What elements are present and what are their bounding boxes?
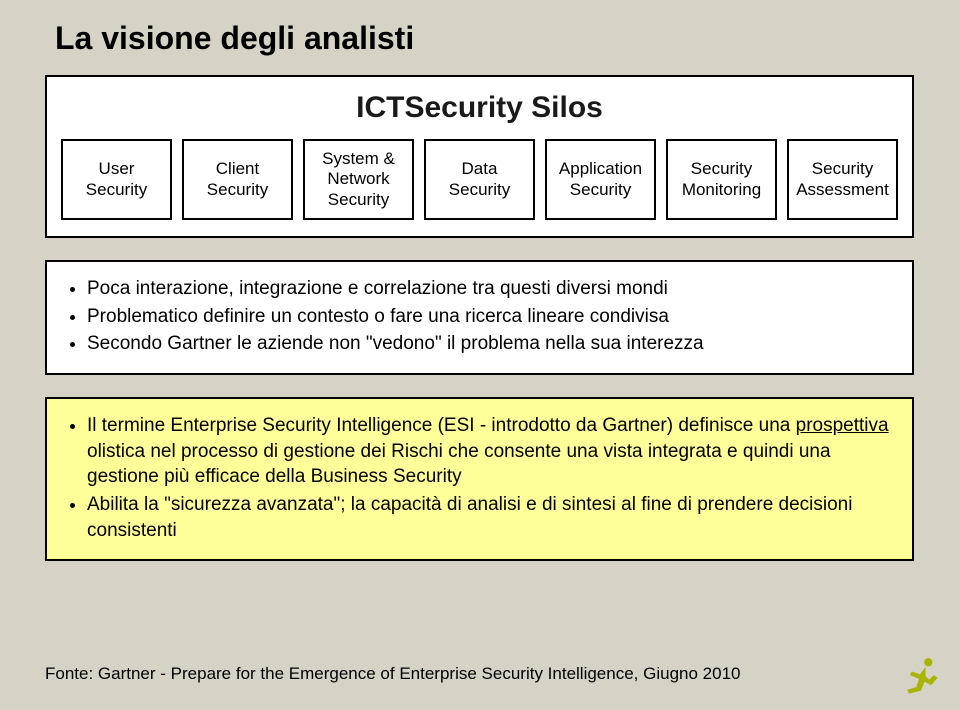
list-item: Problematico definire un contesto o fare… — [87, 304, 894, 330]
silo-item: System & Network Security — [303, 139, 414, 220]
list-item: Il termine Enterprise Security Intellige… — [87, 413, 894, 490]
silo-item: Security Assessment — [787, 139, 898, 220]
list-item: Poca interazione, integrazione e correla… — [87, 276, 894, 302]
list-item: Abilita la "sicurezza avanzata"; la capa… — [87, 492, 894, 543]
runner-icon — [897, 654, 943, 700]
highlight-list: Il termine Enterprise Security Intellige… — [65, 413, 894, 543]
silo-item: Security Monitoring — [666, 139, 777, 220]
list-item: Secondo Gartner le aziende non "vedono" … — [87, 331, 894, 357]
silo-item: Application Security — [545, 139, 656, 220]
slide: La visione degli analisti ICTSecurity Si… — [0, 0, 959, 710]
silo-item: User Security — [61, 139, 172, 220]
problems-list: Poca interazione, integrazione e correla… — [65, 276, 894, 357]
footer-source: Fonte: Gartner - Prepare for the Emergen… — [45, 664, 740, 684]
problems-box: Poca interazione, integrazione e correla… — [45, 260, 914, 375]
highlight-box: Il termine Enterprise Security Intellige… — [45, 397, 914, 561]
silos-container: ICTSecurity Silos User Security Client S… — [45, 75, 914, 238]
page-title: La visione degli analisti — [55, 20, 914, 57]
silos-title: ICTSecurity Silos — [61, 91, 898, 125]
silos-row: User Security Client Security System & N… — [61, 139, 898, 220]
silo-item: Client Security — [182, 139, 293, 220]
silo-item: Data Security — [424, 139, 535, 220]
